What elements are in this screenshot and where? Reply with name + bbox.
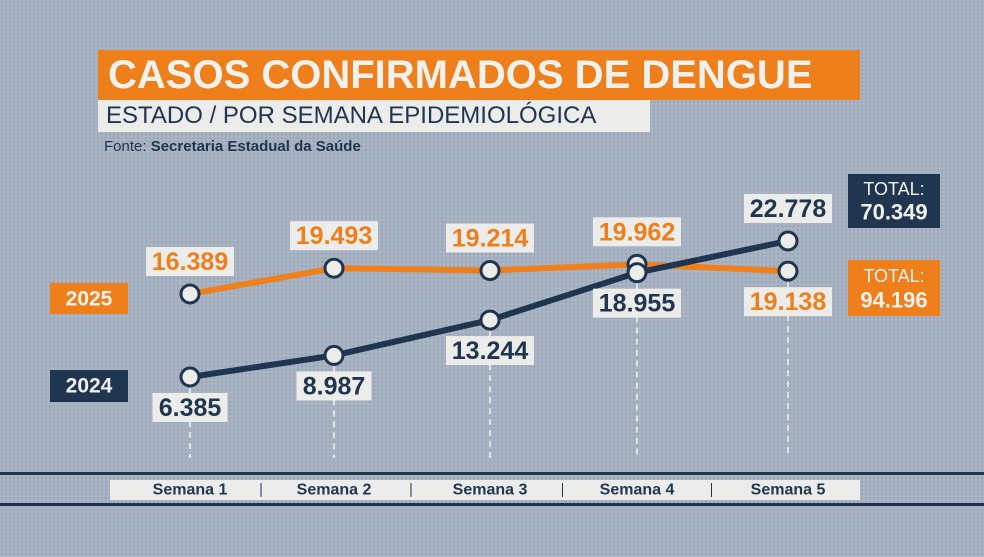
data-point-2024: [626, 262, 648, 284]
axis-line-top: [0, 472, 984, 475]
x-tick-label-4: Semana 4: [600, 482, 675, 499]
data-point-2025: [323, 257, 345, 279]
data-label-2025: 19.138: [750, 288, 827, 316]
data-label-2025: 19.493: [296, 222, 372, 250]
total-2024-box: [848, 174, 940, 228]
chart-subtitle: ESTADO / POR SEMANA EPIDEMIOLÓGICA: [98, 100, 650, 132]
data-label-bg: [446, 223, 534, 253]
data-label-2024: 6.385: [159, 394, 222, 422]
x-tick-label-2: Semana 2: [297, 482, 372, 499]
axis-line-bottom: [0, 503, 984, 506]
chart-title: CASOS CONFIRMADOS DE DENGUE: [98, 50, 860, 100]
data-label-2024: 8.987: [303, 372, 366, 400]
x-tick-label-3: Semana 3: [453, 482, 528, 499]
data-point-2025: [179, 283, 201, 305]
total-2025-box: [848, 260, 940, 316]
category-bar: [110, 480, 860, 500]
data-label-bg: [296, 371, 372, 401]
data-point-2024: [777, 230, 799, 252]
data-label-2025: 19.962: [599, 218, 675, 246]
data-label-bg: [744, 193, 832, 223]
data-label-bg: [146, 246, 234, 276]
data-point-2025: [777, 260, 799, 282]
data-label-bg: [290, 221, 378, 251]
data-point-2025: [479, 260, 501, 282]
x-tick-label-5: Semana 5: [751, 482, 826, 499]
data-point-2024: [479, 309, 501, 331]
total-2024-value: 70.349: [860, 200, 927, 225]
legend-2025-box: [50, 283, 128, 314]
data-label-2024: 22.778: [750, 195, 827, 223]
total-2025-label: TOTAL:: [863, 266, 924, 286]
total-2024-label: TOTAL:: [863, 179, 924, 199]
data-label-bg: [593, 288, 681, 318]
legend-2024: 2024: [66, 375, 113, 398]
legend-2024-box: [50, 370, 128, 402]
data-label-2025: 16.389: [152, 248, 228, 276]
data-label-bg: [446, 336, 534, 366]
data-label-bg: [152, 393, 228, 423]
source-value: Secretaria Estadual da Saúde: [150, 138, 361, 155]
data-label-2024: 13.244: [452, 337, 529, 365]
data-label-bg: [593, 217, 681, 247]
source-note: Fonte: Secretaria Estadual da Saúde: [104, 138, 361, 156]
x-tick-label-1: Semana 1: [153, 482, 228, 499]
data-label-bg: [744, 287, 832, 317]
data-label-2024: 18.955: [599, 290, 676, 318]
data-label-2025: 19.214: [452, 225, 529, 253]
data-point-2024: [323, 344, 345, 366]
source-label: Fonte:: [104, 138, 147, 155]
data-point-2024: [179, 366, 201, 388]
legend-2025: 2025: [66, 288, 113, 311]
total-2025-value: 94.196: [860, 288, 927, 313]
